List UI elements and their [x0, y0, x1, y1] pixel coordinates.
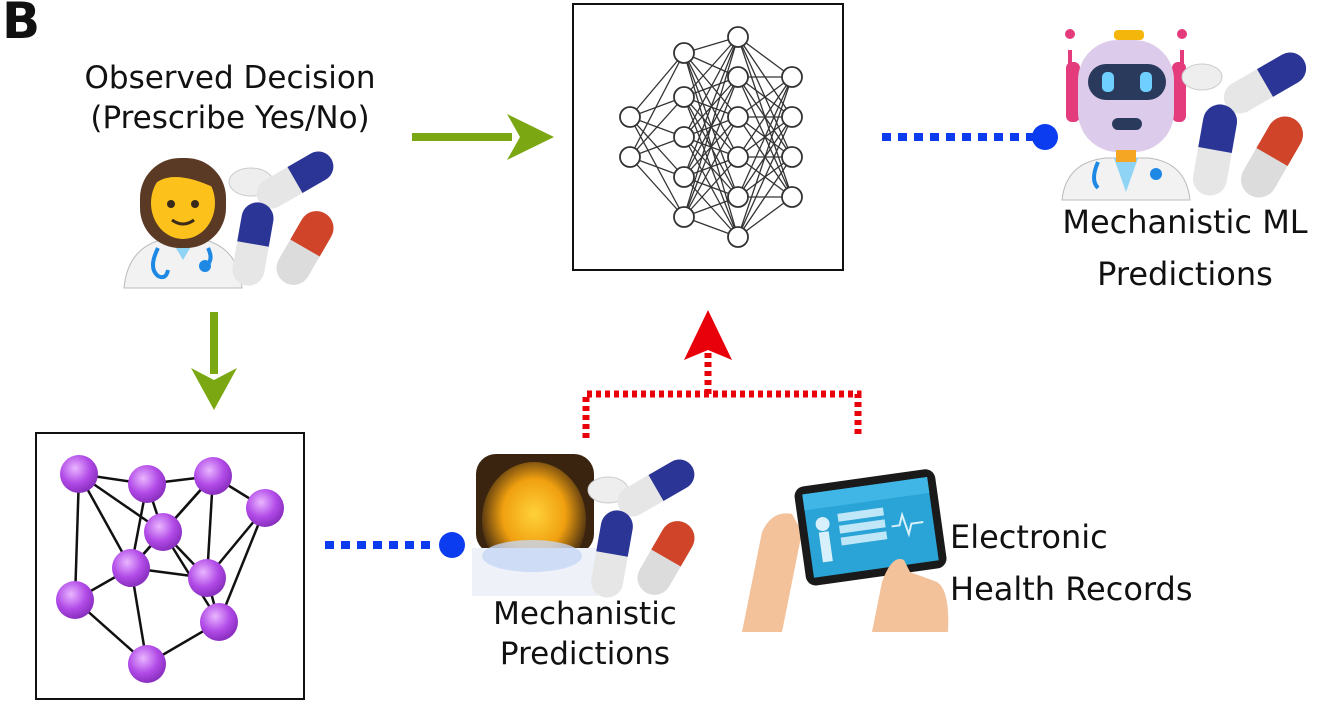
pills-icon — [228, 151, 334, 286]
nn-edge — [737, 76, 793, 238]
nn-edge — [737, 76, 793, 158]
nn-edge — [683, 156, 739, 218]
nn-edge — [683, 52, 739, 238]
graph-node — [60, 455, 98, 493]
nn-node — [673, 86, 695, 108]
green-arrow-right — [412, 114, 554, 160]
ehr-line2: Health Records — [950, 570, 1193, 608]
robot-icon — [1061, 29, 1191, 201]
nn-node — [619, 106, 641, 128]
nn-node — [673, 206, 695, 228]
nn-node — [781, 66, 803, 88]
mechanistic-pills-icon — [587, 459, 695, 598]
nn-node — [727, 226, 749, 248]
graph-node — [112, 549, 150, 587]
graph-node — [128, 645, 166, 683]
mechanistic-ml-line2: Predictions — [1097, 255, 1273, 293]
mechanistic-ml-label: Mechanistic ML Predictions — [1030, 196, 1322, 300]
nn-edge — [683, 52, 739, 118]
neural-network-icon — [619, 26, 803, 248]
nn-node — [781, 146, 803, 168]
green-arrow-down — [191, 312, 237, 410]
red-arrow-up — [582, 310, 862, 438]
nn-edge — [737, 116, 793, 238]
nn-edge — [737, 156, 793, 238]
graph-node — [128, 465, 166, 503]
nn-edge — [737, 76, 793, 198]
nn-edge — [683, 36, 739, 98]
graph-node — [200, 603, 238, 641]
nn-edge — [629, 96, 685, 158]
graph-node — [246, 489, 284, 527]
nn-edge — [737, 76, 793, 118]
observed-decision-line2: (Prescribe Yes/No) — [90, 100, 370, 136]
observed-decision-label: Observed Decision (Prescribe Yes/No) — [70, 58, 390, 138]
graph-node — [194, 457, 232, 495]
robot-pills-icon — [1181, 52, 1307, 198]
ehr-line1: Electronic — [950, 518, 1108, 556]
nn-edge — [629, 52, 685, 158]
doctor-icon — [123, 158, 243, 289]
nn-edge — [683, 76, 739, 218]
nn-edge — [629, 156, 685, 218]
nn-node — [727, 146, 749, 168]
nn-edge — [737, 196, 793, 238]
graph-node — [188, 559, 226, 597]
nn-node — [781, 186, 803, 208]
graph-edge — [73, 473, 81, 601]
mechanistic-ml-line1: Mechanistic ML — [1062, 203, 1308, 241]
graph-network-icon — [56, 455, 284, 683]
nn-node — [727, 186, 749, 208]
nn-edge — [683, 36, 739, 178]
nn-node — [727, 66, 749, 88]
graph-node — [144, 513, 182, 551]
graph-network-box — [35, 432, 305, 700]
nn-node — [673, 166, 695, 188]
nn-edge — [683, 116, 739, 218]
nn-node — [673, 126, 695, 148]
neural-network-box — [572, 3, 844, 271]
nn-node — [727, 26, 749, 48]
nn-node — [619, 146, 641, 168]
ehr-label: Electronic Health Records — [950, 511, 1250, 615]
nn-edge — [683, 36, 739, 138]
nn-node — [781, 106, 803, 128]
blue-connector-top — [882, 124, 1058, 150]
panel-letter: B — [2, 0, 41, 50]
tablet-icon — [742, 469, 949, 632]
nn-node — [673, 42, 695, 64]
nn-edge — [629, 52, 685, 118]
graph-node — [56, 581, 94, 619]
blurred-person-icon — [472, 454, 598, 596]
nn-edge — [737, 36, 793, 78]
mechanistic-label: Mechanistic Predictions — [470, 594, 700, 674]
graph-edge — [217, 507, 267, 623]
blue-connector-bottom — [325, 532, 465, 558]
observed-decision-line1: Observed Decision — [84, 60, 376, 96]
mechanistic-line1: Mechanistic — [493, 596, 677, 632]
nn-node — [727, 106, 749, 128]
mechanistic-line2: Predictions — [499, 636, 671, 672]
nn-edge — [683, 36, 739, 218]
nn-edge — [683, 52, 739, 158]
